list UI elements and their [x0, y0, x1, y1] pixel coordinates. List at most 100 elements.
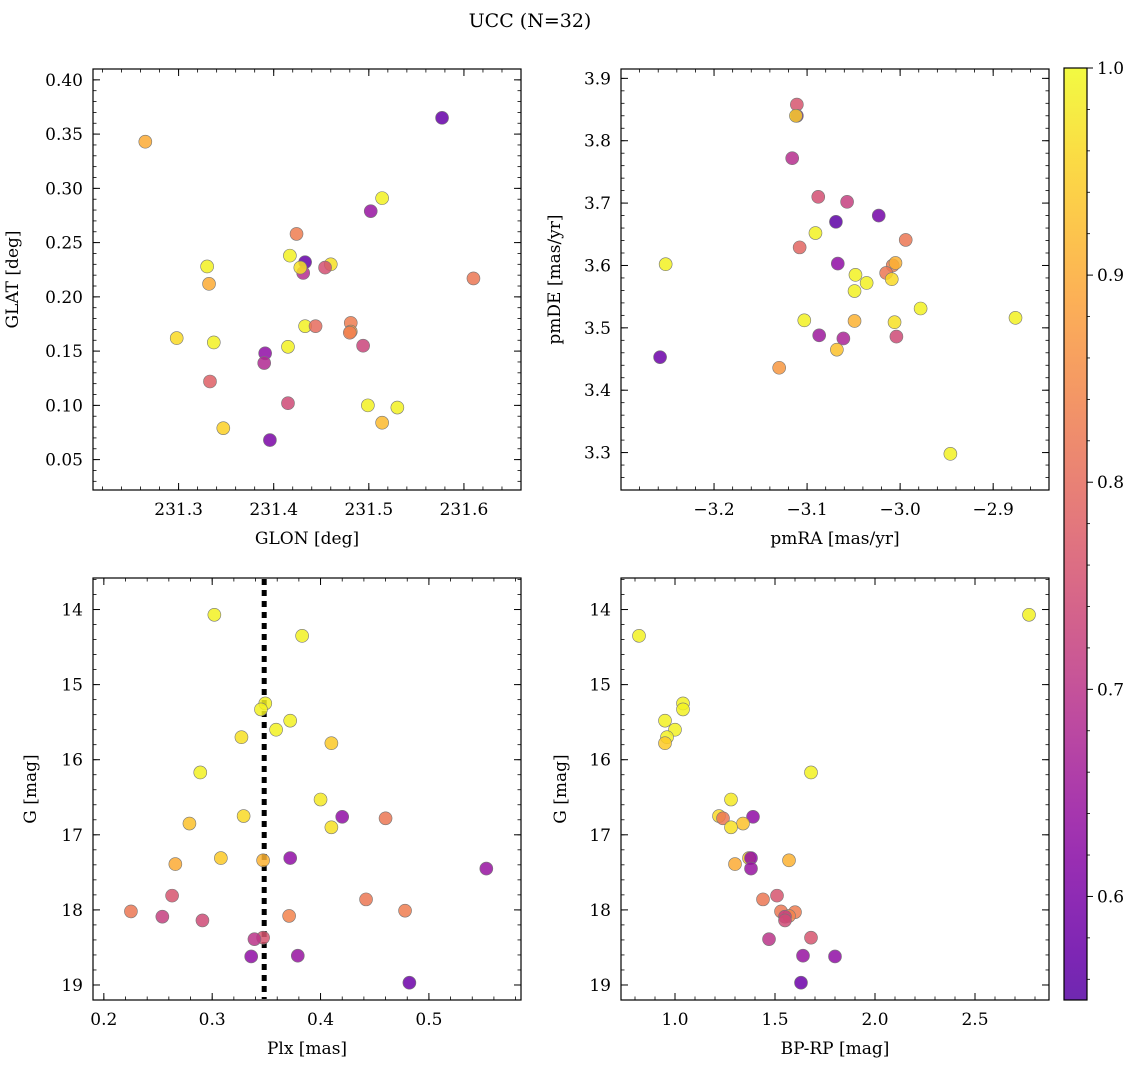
y-tick-label: 3.9: [584, 69, 611, 89]
data-point: [736, 816, 750, 831]
y-tick-label: 3.6: [584, 256, 611, 276]
data-point: [804, 930, 818, 945]
x-tick-label: 1.0: [661, 1010, 688, 1030]
panel-color-g: 1.0 1.5 2.0 2.5 14 15 16 17 18 19 BP-RP [mag] G [ma…: [551, 577, 1050, 1059]
y-tick-label: 3.7: [584, 194, 611, 214]
y-tick-label: 18: [589, 901, 611, 921]
data-point: [375, 191, 389, 205]
data-point: [168, 857, 183, 871]
data-point: [378, 811, 393, 826]
data-point: [214, 851, 228, 865]
data-point: [206, 335, 221, 350]
data-point: [724, 792, 738, 807]
data-point: [859, 276, 874, 290]
data-point: [375, 415, 389, 430]
y-tick-label: 0.10: [45, 396, 83, 416]
y-tick-label: 19: [61, 976, 83, 996]
data-point: [796, 948, 810, 963]
data-point: [943, 447, 958, 461]
x-axis-label: pmRA [mas/yr]: [770, 529, 899, 549]
data-point: [263, 433, 277, 447]
data-point: [797, 313, 812, 328]
x-tick-label: 231.5: [344, 500, 393, 520]
data-point: [804, 765, 818, 780]
data-point: [257, 356, 272, 370]
data-point: [789, 108, 803, 123]
plot-frame: [620, 68, 1050, 491]
y-tick-label: 17: [589, 826, 611, 846]
data-point: [840, 195, 854, 209]
data-point: [254, 702, 268, 717]
data-point: [1008, 311, 1023, 325]
y-tick-label: 0.35: [45, 125, 83, 145]
figure-title: UCC (N=32): [469, 10, 592, 32]
y-tick-label: 3.3: [584, 444, 611, 464]
colorbar-tick-label: 0.7: [1097, 680, 1124, 700]
y-tick-label: 17: [61, 826, 83, 846]
data-point: [398, 903, 412, 918]
plot-frame: [620, 577, 1050, 1001]
x-tick-label: 2.0: [861, 1010, 888, 1030]
data-point: [193, 765, 208, 780]
data-point: [772, 360, 786, 375]
x-tick-label: 0.4: [307, 1010, 334, 1030]
data-point: [155, 909, 170, 924]
y-tick-label: 3.8: [584, 132, 611, 152]
data-point: [1022, 607, 1036, 622]
data-point: [828, 949, 842, 964]
data-point: [342, 325, 357, 340]
y-axis-label: G [mag]: [21, 754, 41, 823]
data-point: [169, 331, 184, 345]
data-point: [812, 328, 826, 343]
data-point: [847, 314, 862, 328]
data-point: [898, 233, 913, 247]
data-point: [830, 342, 844, 357]
x-tick-label: 0.2: [90, 1010, 117, 1030]
y-tick-label: 19: [589, 976, 611, 996]
data-point: [778, 913, 792, 928]
data-point: [313, 792, 328, 807]
data-point: [716, 811, 730, 826]
data-point: [888, 256, 903, 270]
data-point: [324, 736, 339, 750]
colorbar: 0.6 0.7 0.8 0.9 1.0: [1063, 59, 1124, 1001]
data-point: [762, 932, 776, 946]
data-point: [830, 256, 845, 271]
data-point: [293, 260, 308, 275]
data-point: [203, 374, 217, 389]
data-point: [829, 215, 843, 229]
y-tick-label: 15: [589, 676, 611, 696]
data-point: [794, 975, 808, 990]
data-point: [256, 853, 270, 868]
data-point: [390, 400, 405, 415]
data-point: [792, 240, 807, 255]
colorbar-tick-label: 0.8: [1097, 473, 1124, 493]
data-point: [658, 257, 673, 272]
plot-frame: [92, 68, 522, 491]
data-point: [848, 268, 863, 282]
data-point: [207, 607, 222, 622]
x-axis-label: BP-RP [mag]: [781, 1039, 890, 1059]
colorbar-tick-label: 0.9: [1097, 266, 1124, 286]
data-point: [195, 913, 210, 928]
data-point: [836, 331, 851, 346]
y-tick-label: 16: [61, 751, 83, 771]
x-tick-label: 0.5: [415, 1010, 442, 1030]
data-point: [363, 204, 378, 218]
data-point: [356, 338, 370, 353]
y-axis-label: pmDE [mas/yr]: [545, 214, 565, 344]
data-point: [785, 151, 800, 165]
y-tick-label: 14: [61, 601, 83, 621]
data-point: [359, 892, 373, 907]
data-point: [247, 932, 262, 946]
data-point: [234, 730, 249, 744]
x-tick-label: −3.2: [693, 500, 734, 520]
y-tick-label: 0.05: [45, 451, 83, 471]
data-point: [216, 421, 231, 435]
data-point: [724, 820, 738, 835]
colorbar-gradient: [1063, 67, 1088, 1001]
data-point: [782, 853, 796, 868]
data-point: [324, 820, 339, 835]
data-point: [165, 888, 179, 903]
data-point: [479, 861, 494, 876]
